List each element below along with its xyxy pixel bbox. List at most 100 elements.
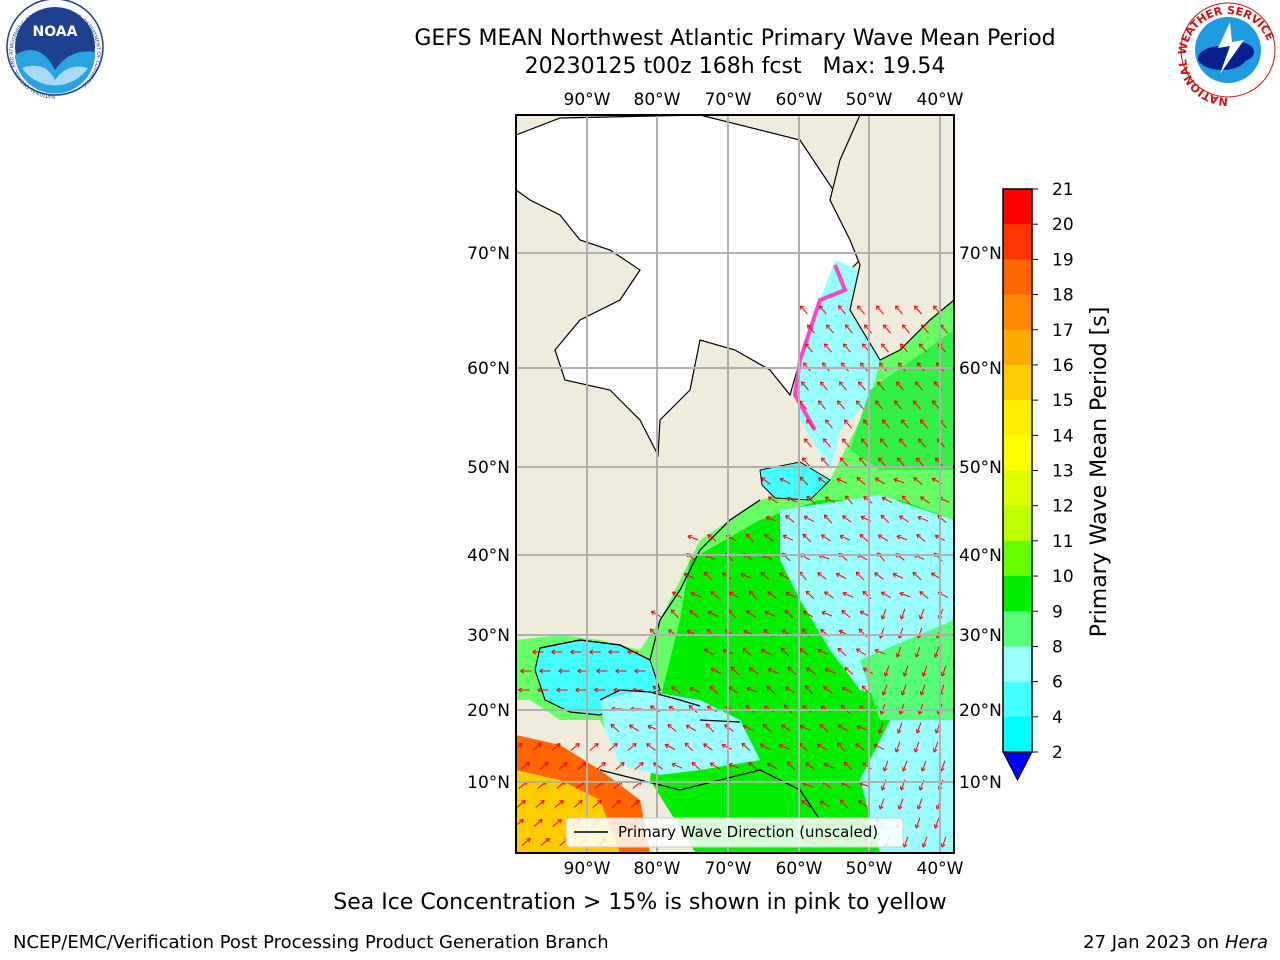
wave-arrow-head: [836, 477, 841, 483]
wave-arrow-head: [816, 743, 822, 749]
wave-arrow: [554, 800, 564, 808]
lon-label: 60°W: [776, 859, 823, 879]
wave-arrow-head: [760, 648, 766, 654]
wave-arrow-head: [823, 343, 829, 348]
wave-arrow-head: [823, 591, 829, 596]
wave-arrow: [836, 478, 848, 484]
wave-arrow-head: [863, 496, 868, 501]
wave-arrow: [841, 687, 853, 693]
wave-arrow-head: [761, 477, 766, 482]
wave-arrow: [844, 419, 852, 429]
greenland: [829, 115, 954, 361]
wave-arrow: [878, 534, 888, 542]
wave-arrow-head: [537, 687, 542, 693]
wave-arrow: [761, 477, 771, 485]
wave-arrow-head: [520, 668, 525, 674]
wave-arrow-head: [684, 742, 690, 748]
wave-arrow-head: [940, 843, 946, 848]
wave-arrow-head: [914, 381, 920, 386]
wave-arrow-head: [855, 648, 861, 653]
wave-arrow: [570, 743, 580, 751]
wave-arrow: [803, 610, 813, 618]
colorbar-tick-label: 11: [1052, 532, 1074, 552]
wave-arrow: [858, 800, 868, 808]
wave-arrow-head: [707, 610, 713, 616]
wave-arrow-head: [856, 724, 861, 730]
wave-arrow: [883, 324, 891, 334]
wave-arrow-head: [728, 762, 733, 768]
wave-arrow: [881, 591, 891, 599]
map-area: [516, 115, 954, 853]
wave-arrow-head: [877, 729, 883, 734]
wave-arrow-head: [857, 381, 863, 386]
wave-arrow-head: [823, 762, 829, 768]
wave-arrow: [835, 573, 847, 579]
period-10s-north: [850, 330, 954, 470]
wave-arrow-head: [748, 590, 754, 595]
wave-arrow: [610, 723, 620, 733]
wave-arrow-head: [912, 571, 917, 577]
legend-label: Primary Wave Direction (unscaled): [618, 823, 878, 841]
wave-arrow: [552, 819, 562, 827]
wave-arrow-head: [860, 438, 866, 443]
lon-label: 40°W: [917, 859, 964, 879]
wave-arrow: [845, 495, 853, 505]
wave-arrow-head: [839, 457, 845, 462]
wave-arrow: [689, 610, 699, 618]
wave-arrow-head: [934, 729, 940, 734]
wave-arrow-head: [915, 457, 921, 462]
wave-arrow: [799, 476, 809, 486]
wave-arrow-head: [859, 533, 864, 539]
lon-label: 80°W: [634, 90, 681, 110]
wave-arrow-head: [532, 649, 537, 655]
wave-arrow: [630, 800, 640, 808]
wave-arrow: [895, 741, 901, 753]
wave-arrow: [839, 381, 847, 391]
wave-arrow: [874, 572, 884, 580]
wave-arrow-head: [521, 799, 526, 805]
wave-arrow: [667, 724, 677, 732]
wave-arrow: [704, 648, 714, 656]
wave-arrow: [520, 762, 530, 770]
wave-arrow-head: [671, 591, 677, 596]
credit-host: Hera: [1224, 932, 1268, 953]
wave-arrow: [820, 381, 828, 391]
wave-arrow-head: [745, 533, 751, 538]
wave-arrow-head: [801, 457, 807, 462]
caribbean-sea: [600, 690, 760, 775]
wave-arrow-head: [920, 767, 926, 772]
wave-arrow-head: [647, 724, 652, 730]
wave-arrow-head: [882, 324, 888, 329]
wave-arrow-head: [914, 653, 920, 658]
colorbar-segment: [1003, 540, 1032, 577]
wave-arrow-head: [627, 649, 632, 655]
wave-arrow-head: [842, 591, 847, 597]
wave-arrow-head: [767, 496, 773, 501]
wave-arrow: [786, 497, 798, 503]
wave-arrow-head: [709, 762, 715, 767]
wave-arrow: [883, 760, 889, 772]
wave-arrow-head: [878, 362, 884, 367]
wave-arrow-head: [823, 514, 829, 519]
wave-arrow: [521, 838, 531, 846]
wave-arrow-head: [840, 704, 846, 710]
wave-arrow: [914, 741, 920, 753]
wave-arrow-head: [841, 438, 847, 443]
wave-arrow: [901, 495, 911, 505]
wave-arrow: [915, 817, 921, 829]
wave-arrow-head: [844, 324, 850, 329]
wave-arrow: [805, 590, 815, 600]
wave-arrow-head: [686, 629, 692, 635]
wave-arrow-head: [518, 687, 523, 693]
wave-arrow-head: [688, 704, 693, 710]
wave-arrow: [516, 800, 526, 808]
wave-arrow: [819, 723, 829, 733]
wave-arrow: [784, 609, 794, 619]
wave-arrow: [683, 573, 695, 579]
wave-arrow-head: [575, 742, 580, 748]
wave-arrow-head: [635, 799, 640, 805]
wave-arrow-head: [820, 457, 826, 462]
wave-arrow: [882, 684, 888, 696]
wave-arrow: [855, 743, 865, 751]
wave-arrow: [799, 725, 811, 731]
